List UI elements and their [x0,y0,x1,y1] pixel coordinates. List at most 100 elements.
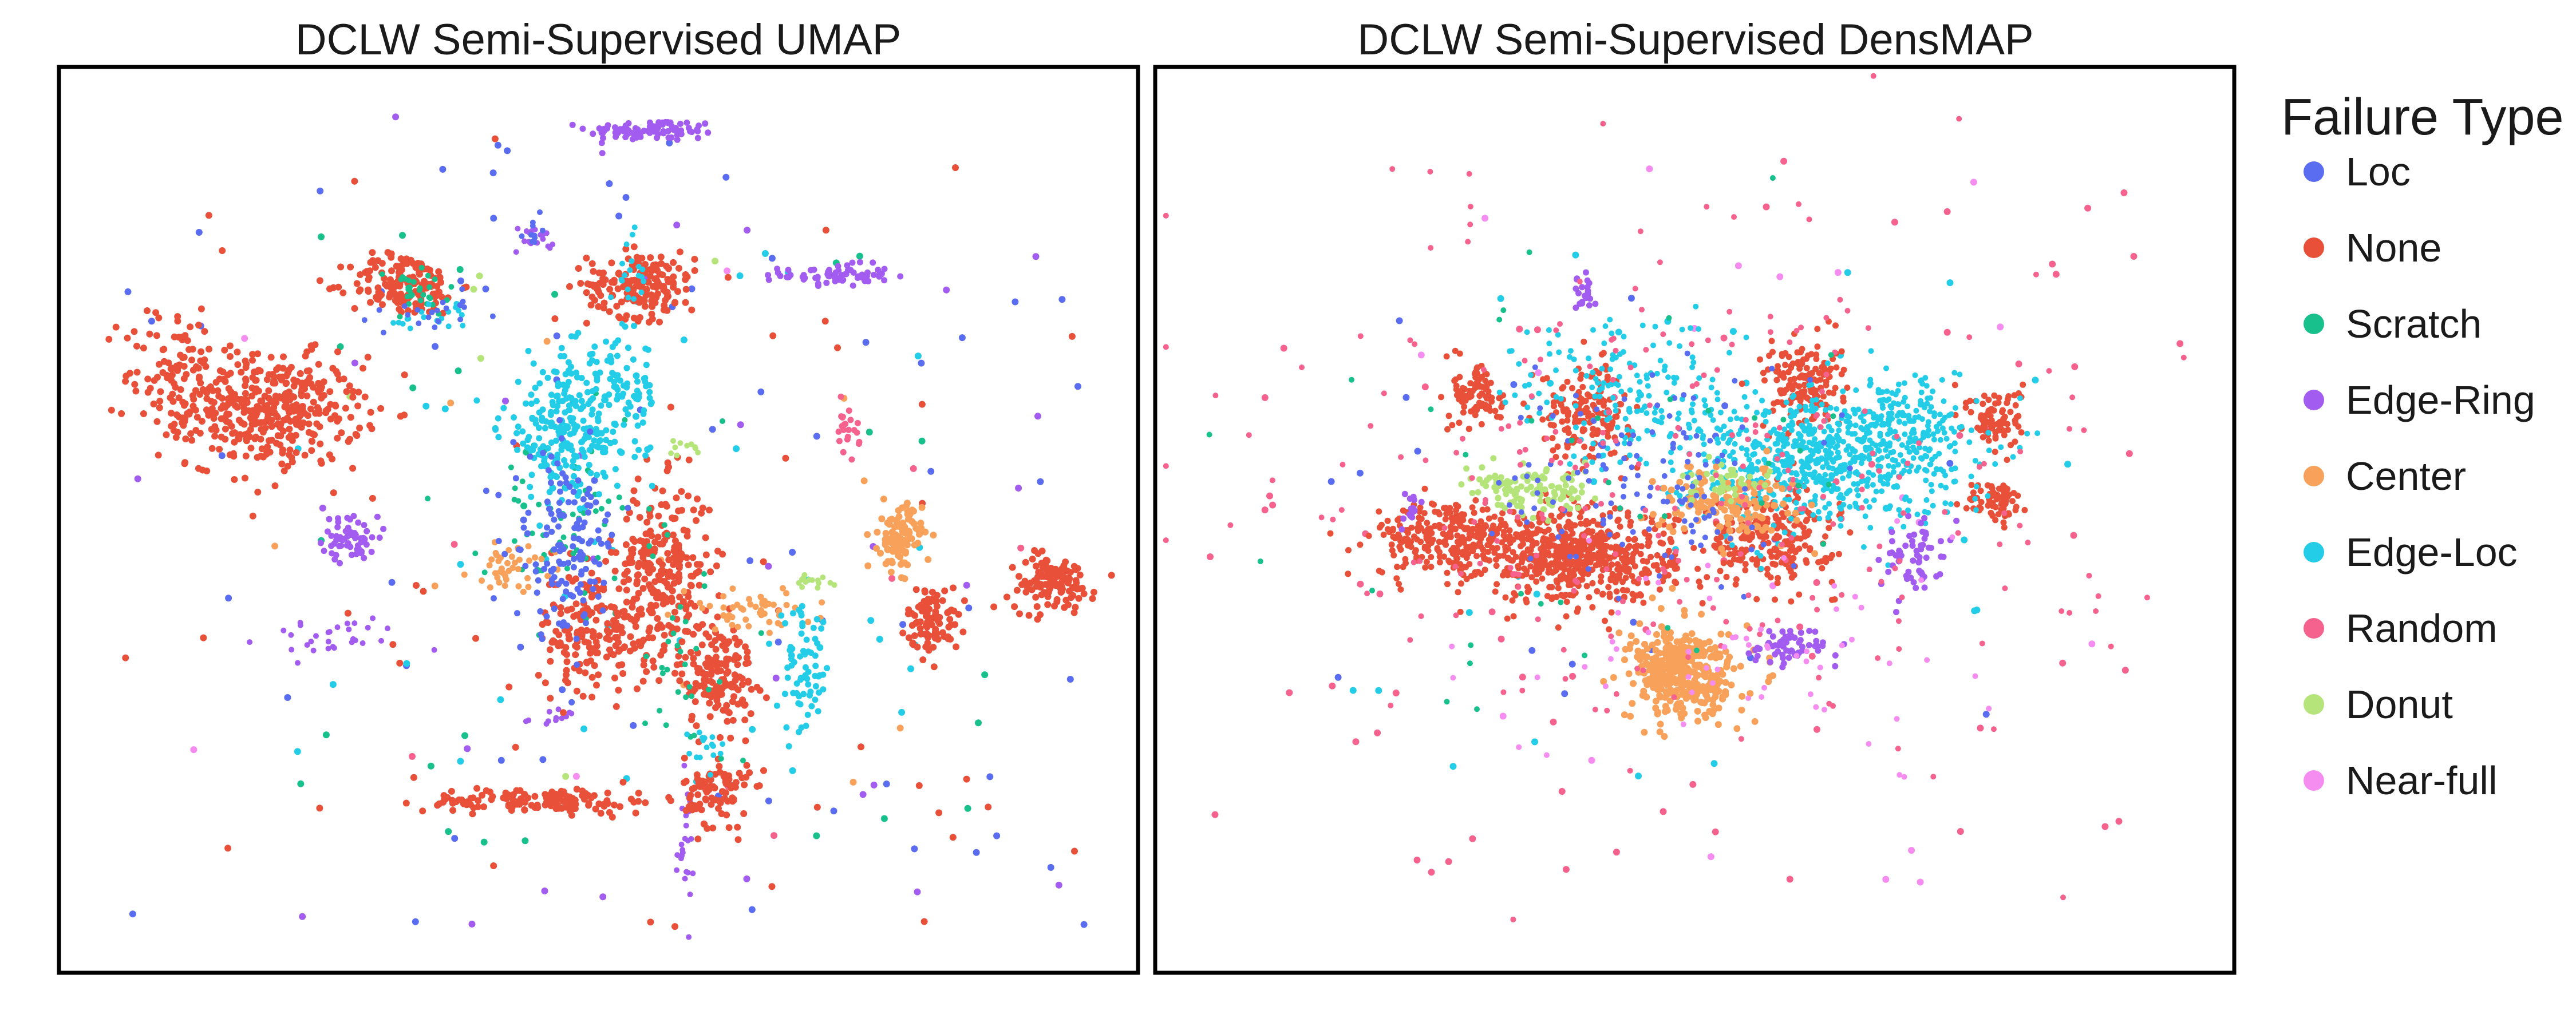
point-edge-loc [558,352,564,359]
point-none [487,789,493,796]
point-none [671,299,678,307]
point-edge-ring [521,238,527,244]
point-none [346,382,353,390]
point-none [615,648,622,655]
point-loc [899,621,907,628]
point-none [1753,561,1760,568]
point-none [1773,377,1780,383]
point-edge-ring [559,715,565,722]
point-center [479,577,485,584]
point-none [1598,351,1605,358]
point-edge-loc [457,561,464,568]
point-donut [692,445,698,451]
point-edge-loc [625,411,631,418]
point-none [150,401,157,407]
point-none [1566,582,1572,589]
point-none [200,634,207,641]
point-scratch [682,619,689,625]
point-none [1774,399,1781,406]
point-edge-loc [619,320,625,327]
point-near-full [724,267,731,275]
point-edge-ring [543,230,550,236]
point-none [355,389,362,396]
point-none [653,294,660,301]
point-none [587,649,594,657]
point-edge-ring [674,136,681,143]
point-edge-loc [602,473,609,480]
point-center [724,616,730,623]
point-none [1037,611,1044,619]
point-none [218,415,225,422]
point-none [1498,522,1504,529]
point-none [741,716,749,724]
point-edge-ring [856,259,863,266]
point-none [630,314,638,322]
point-none [1066,575,1073,583]
point-center [893,516,900,524]
point-edge-ring [464,745,471,752]
point-center [706,603,713,609]
point-none [133,369,141,376]
point-none [1792,549,1799,556]
point-random [2071,363,2079,370]
point-random [451,541,458,548]
point-edge-ring [513,249,519,255]
point-none [716,691,724,699]
point-scratch [399,232,406,239]
point-loc [553,332,560,339]
point-none [1690,545,1697,551]
point-none [1494,581,1500,588]
point-loc [1568,660,1576,668]
point-none [1038,591,1045,599]
point-none [650,664,658,671]
point-none [705,633,713,641]
point-center [720,604,727,611]
point-edge-loc [403,660,410,667]
point-center [495,558,502,564]
point-none [193,414,201,421]
point-edge-ring [328,542,335,549]
point-edge-loc [585,434,592,441]
point-edge-loc [407,325,413,331]
point-none [1549,435,1556,442]
point-none [306,367,313,374]
point-none [1638,571,1645,577]
point-none [344,609,351,617]
point-none [1657,586,1663,593]
point-edge-loc [527,484,534,490]
point-edge-loc [614,352,621,359]
point-donut [477,355,484,362]
point-none [621,571,629,578]
point-none [203,406,210,414]
point-none [747,710,754,718]
point-none [1605,584,1612,591]
point-center [864,531,871,538]
point-none [275,364,282,371]
point-edge-ring [319,504,326,512]
point-none [556,793,564,800]
point-none [1555,624,1562,631]
point-loc [539,756,547,763]
point-none [1078,584,1086,592]
point-none [1589,580,1596,587]
point-random [2049,260,2056,268]
point-none [690,631,697,638]
point-none [436,274,444,281]
point-none [397,290,405,298]
point-edge-loc [570,429,577,436]
point-none [1788,598,1795,605]
point-none [1594,588,1601,595]
point-none [689,554,697,561]
point-edge-loc [607,439,614,446]
point-loc [546,505,552,512]
point-none [1027,579,1034,587]
point-edge-loc [578,439,585,446]
point-none [225,396,232,403]
point-none [286,446,294,454]
point-none [249,374,256,381]
point-none [1554,548,1561,554]
point-edge-loc [603,437,610,443]
point-edge-ring [618,126,625,133]
point-edge-loc [595,491,602,498]
point-none [712,771,719,778]
